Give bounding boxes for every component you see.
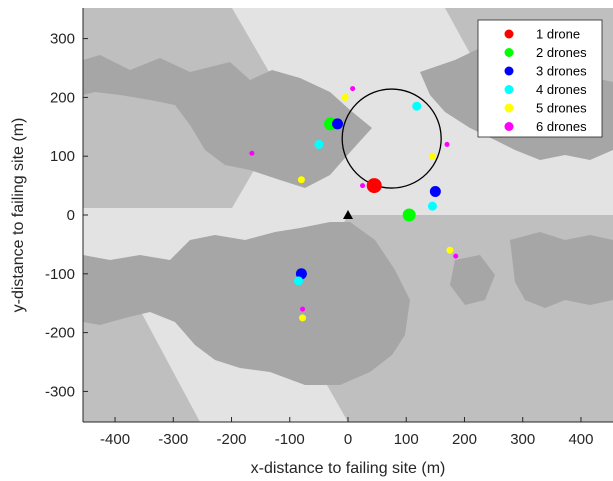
data-point-series-3 xyxy=(429,185,441,197)
data-point-series-6 xyxy=(453,253,459,259)
axes: -400 -300 -200 -100 0 100 200 300 400 -300 -200 -1… xyxy=(10,8,613,477)
data-markers xyxy=(249,86,459,322)
data-point-series-4 xyxy=(314,139,324,149)
x-tick-label: -100 xyxy=(275,431,305,448)
legend-label: 2 drones xyxy=(536,45,587,60)
y-tick-label: 100 xyxy=(50,148,75,165)
legend-marker xyxy=(504,66,514,76)
data-point-series-6 xyxy=(444,141,450,147)
x-tick-label: 400 xyxy=(568,431,593,448)
legend-box xyxy=(477,19,603,138)
legend-marker xyxy=(504,103,514,113)
x-tick-label: 300 xyxy=(510,431,535,448)
y-tick-label: -300 xyxy=(45,383,75,400)
y-tick-label: 200 xyxy=(50,89,75,106)
data-point-series-6 xyxy=(360,183,366,189)
legend-marker xyxy=(504,29,514,39)
data-point-series-5 xyxy=(341,93,349,101)
legend-label: 6 drones xyxy=(536,119,587,134)
data-point-series-5 xyxy=(446,246,454,254)
legend-marker xyxy=(504,48,514,57)
y-tick-label: -200 xyxy=(45,325,75,342)
data-point-series-6 xyxy=(300,306,306,312)
data-point-series-5 xyxy=(297,176,305,184)
data-point-series-6 xyxy=(249,150,255,156)
y-ticks: -300 -200 -100 0 100 200 300 xyxy=(45,31,88,400)
legend: 1 drone 2 drones 3 drones 4 drones 5 drones 6… xyxy=(477,19,603,138)
coverage-circle xyxy=(341,88,442,189)
data-point-series-3 xyxy=(332,118,344,130)
data-point-series-4 xyxy=(427,201,437,211)
x-tick-label: 0 xyxy=(344,431,352,448)
x-ticks: -400 -300 -200 -100 0 100 200 300 400 xyxy=(100,417,593,448)
legend-label: 5 drones xyxy=(536,101,587,116)
legend-label: 3 drones xyxy=(536,64,587,79)
legend-marker xyxy=(504,85,514,94)
data-point-series-4 xyxy=(293,276,303,286)
legend-marker xyxy=(504,122,514,131)
legend-label: 4 drones xyxy=(536,82,587,97)
y-tick-label: 300 xyxy=(50,31,75,48)
data-point-series-2 xyxy=(402,208,416,222)
x-axis-label: x-distance to failing site (m) xyxy=(251,460,446,477)
legend-label: 1 drone xyxy=(536,27,580,42)
x-tick-label: -300 xyxy=(158,431,188,448)
x-tick-label: 100 xyxy=(394,431,419,448)
y-tick-label: 0 xyxy=(67,207,75,224)
x-tick-label: -200 xyxy=(217,431,247,448)
data-point-series-1 xyxy=(366,178,382,194)
failing-site-marker xyxy=(343,210,353,219)
data-point-series-6 xyxy=(350,86,356,92)
data-point-series-5 xyxy=(299,314,307,322)
y-axis-label: y-distance to failing site (m) xyxy=(10,118,27,313)
x-tick-label: -400 xyxy=(100,431,130,448)
data-point-series-4 xyxy=(412,101,422,111)
y-tick-label: -100 xyxy=(45,266,75,283)
x-tick-label: 200 xyxy=(452,431,477,448)
data-point-series-5 xyxy=(428,152,436,160)
